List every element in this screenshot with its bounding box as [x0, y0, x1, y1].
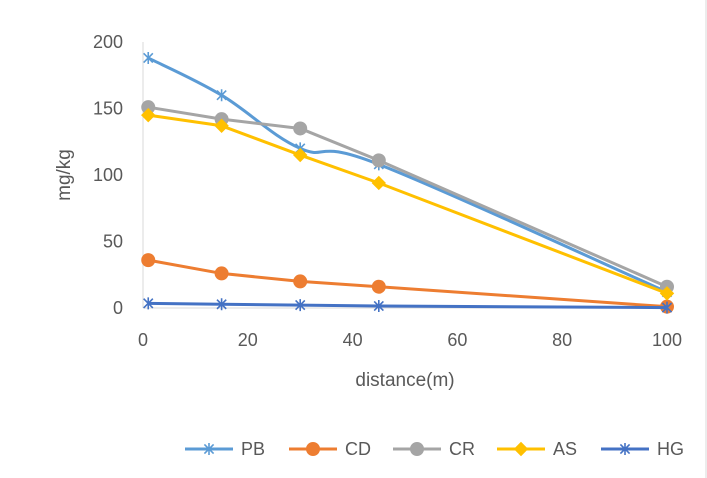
x-axis-title: distance(m)	[355, 370, 454, 391]
data-point-cr	[293, 121, 308, 136]
data-point-hg	[373, 300, 384, 313]
data-point-hg	[143, 297, 154, 310]
legend: PB CD CR AS HG	[185, 439, 684, 459]
data-point-hg	[216, 298, 227, 311]
data-point-as	[659, 286, 675, 301]
legend-item-cd: CD	[289, 439, 371, 459]
data-point-pb	[143, 51, 154, 64]
x-tick-label: 60	[447, 330, 467, 350]
series-line-hg	[148, 301, 668, 310]
legend-item-pb: PB	[185, 439, 265, 459]
y-tick-label: 100	[93, 165, 123, 185]
legend-marker-pb	[203, 443, 215, 455]
series-line-as	[148, 113, 668, 295]
data-point-cd	[141, 253, 156, 268]
y-tick-label: 150	[93, 99, 123, 119]
x-tick-label: 40	[343, 330, 363, 350]
legend-item-as: AS	[497, 439, 577, 459]
data-point-as	[292, 147, 308, 163]
data-point-as	[371, 175, 387, 191]
x-tick-label: 100	[652, 330, 682, 350]
y-tick-label: 200	[93, 32, 123, 52]
series-line-pb	[147, 56, 668, 294]
plot-area	[141, 51, 675, 314]
data-point-hg	[295, 299, 306, 312]
legend-label-cd: CD	[345, 439, 371, 459]
data-point-as	[214, 118, 229, 133]
data-point-cr	[371, 153, 386, 168]
x-tick-label: 80	[552, 330, 572, 350]
legend-label-hg: HG	[657, 439, 684, 459]
data-point-cd	[214, 266, 229, 281]
legend-item-hg: HG	[601, 439, 684, 459]
data-point-as	[141, 107, 156, 123]
axes: 0 50 100 150 200 0 20 40 60 80 100	[93, 32, 682, 350]
x-tick-label: 0	[138, 330, 148, 350]
legend-label-cr: CR	[449, 439, 475, 459]
data-point-hg	[661, 301, 673, 314]
legend-marker-hg	[619, 443, 631, 455]
legend-marker-as	[513, 441, 529, 457]
y-tick-label: 0	[113, 298, 123, 318]
legend-marker-cr	[410, 442, 424, 456]
legend-label-pb: PB	[241, 439, 265, 459]
legend-item-cr: CR	[393, 439, 475, 459]
data-point-cd	[371, 279, 386, 294]
legend-label-as: AS	[553, 439, 577, 459]
data-point-cd	[293, 274, 308, 289]
series-line-cr	[147, 105, 668, 289]
y-tick-label: 50	[103, 232, 123, 252]
x-tick-label: 20	[238, 330, 258, 350]
legend-marker-cd	[306, 442, 320, 456]
y-axis-title: mg/kg	[54, 149, 75, 201]
series-pb	[143, 51, 673, 299]
data-point-pb	[216, 89, 227, 102]
series-as	[141, 107, 675, 301]
series-hg	[143, 297, 673, 314]
